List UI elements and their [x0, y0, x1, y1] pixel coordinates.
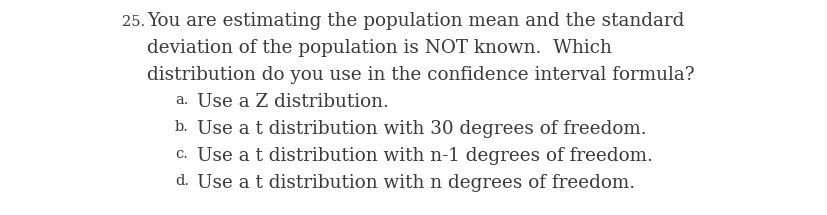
Text: Use a Z distribution.: Use a Z distribution. [197, 93, 389, 111]
Text: c.: c. [174, 147, 188, 161]
Text: You are estimating the population mean and the standard: You are estimating the population mean a… [147, 12, 684, 30]
Text: b.: b. [174, 120, 189, 134]
Text: Use a t distribution with n degrees of freedom.: Use a t distribution with n degrees of f… [197, 174, 634, 192]
Text: a.: a. [174, 93, 189, 107]
Text: d.: d. [174, 174, 189, 188]
Text: Use a t distribution with n-1 degrees of freedom.: Use a t distribution with n-1 degrees of… [197, 147, 652, 165]
Text: deviation of the population is NOT known.  Which: deviation of the population is NOT known… [147, 39, 611, 57]
Text: Use a t distribution with 30 degrees of freedom.: Use a t distribution with 30 degrees of … [197, 120, 646, 138]
Text: distribution do you use in the confidence interval formula?: distribution do you use in the confidenc… [147, 66, 694, 84]
Text: 25.: 25. [122, 15, 145, 29]
